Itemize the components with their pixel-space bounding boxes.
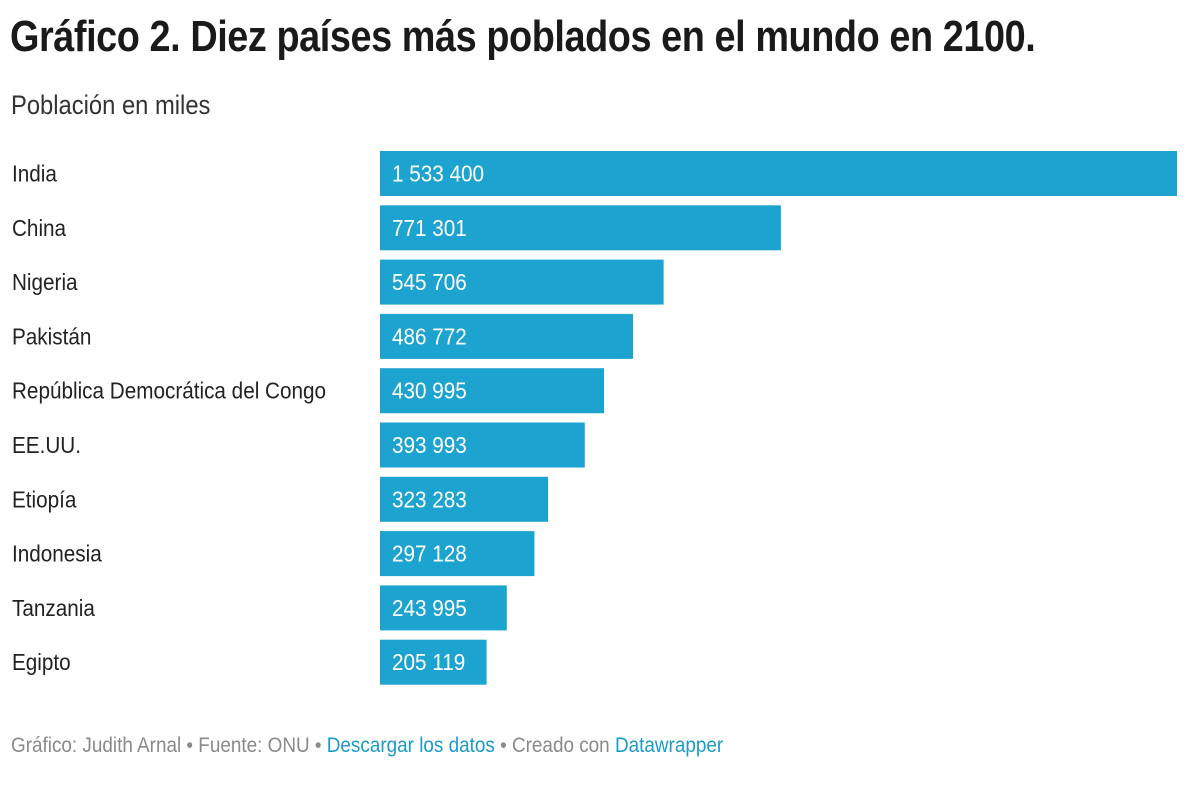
category-label-pakistan: Pakistán [12, 323, 91, 349]
category-label-china: China [12, 215, 67, 241]
value-label-nigeria: 545 706 [392, 269, 467, 295]
value-label-etiopia: 323 283 [392, 486, 467, 512]
category-label-indonesia: Indonesia [12, 541, 103, 567]
value-label-egipto: 205 119 [392, 649, 465, 675]
footer-credits: Gráfico: Judith Arnal • Fuente: ONU • [11, 734, 327, 757]
category-label-ee-uu: EE.UU. [12, 432, 81, 458]
value-label-china: 771 301 [392, 215, 467, 241]
category-label-india: India [12, 160, 58, 186]
bar-indonesia [380, 531, 535, 577]
value-label-ee-uu: 393 993 [392, 432, 467, 458]
datawrapper-link[interactable]: Datawrapper [614, 734, 724, 757]
bar-egipto [380, 639, 487, 685]
category-label-republica-democratica-del-congo: República Democrática del Congo [12, 378, 326, 404]
bar-etiopia [380, 476, 549, 522]
value-label-indonesia: 297 128 [392, 541, 467, 567]
category-label-nigeria: Nigeria [12, 269, 78, 295]
download-data-link[interactable]: Descargar los datos [326, 734, 495, 757]
bar-chart: India 1 533 400 China 771 301 Nigeria 545 706… [12, 151, 1177, 685]
chart-subtitle: Población en miles [11, 90, 211, 120]
category-label-tanzania: Tanzania [12, 595, 96, 621]
bar-republica-democratica-del-congo [380, 368, 605, 414]
bar-ee-uu [380, 422, 585, 468]
bar-pakistan [380, 313, 634, 359]
chart-footer: Gráfico: Judith Arnal • Fuente: ONU • De… [11, 734, 723, 758]
category-label-etiopia: Etiopía [12, 486, 77, 512]
category-label-egipto: Egipto [12, 649, 71, 675]
footer-created-with: • Creado con [494, 734, 615, 757]
chart-title: Gráfico 2. Diez países más poblados en e… [10, 12, 1036, 61]
bar-nigeria [380, 259, 664, 305]
value-label-republica-democratica-del-congo: 430 995 [392, 378, 467, 404]
bar-india [380, 151, 1177, 196]
value-label-india: 1 533 400 [392, 160, 484, 186]
value-label-pakistan: 486 772 [392, 323, 467, 349]
bar-tanzania [380, 585, 507, 631]
value-label-tanzania: 243 995 [392, 595, 467, 621]
bar-china [380, 205, 781, 251]
